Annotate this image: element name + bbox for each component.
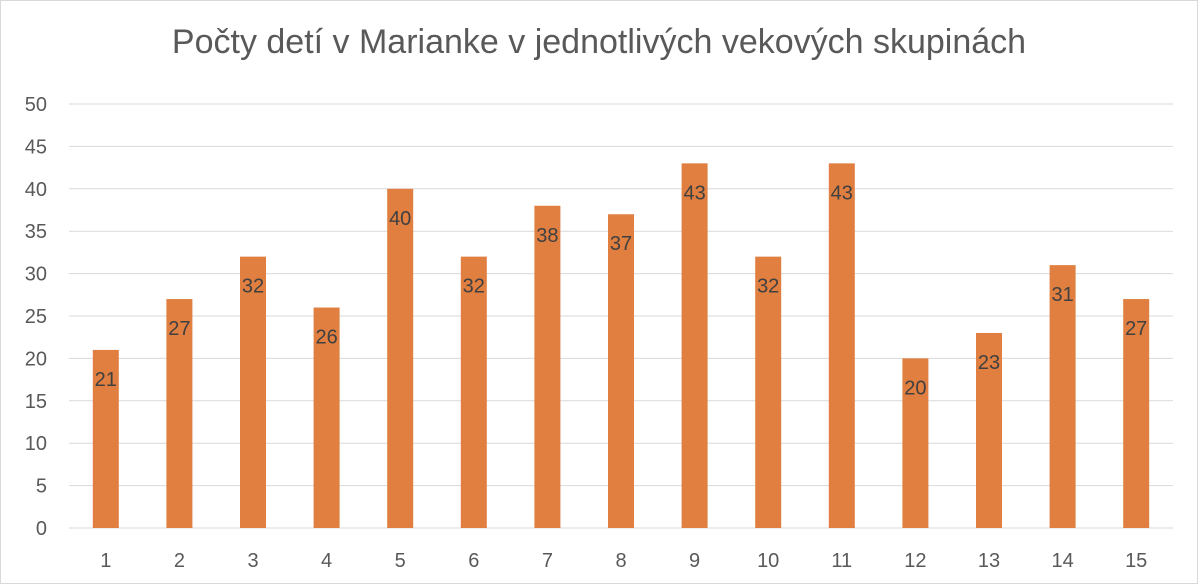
data-label: 31 — [1051, 284, 1073, 306]
y-tick-label: 35 — [25, 221, 47, 243]
data-label: 37 — [610, 233, 632, 255]
x-tick-label: 6 — [468, 550, 479, 572]
bars — [92, 163, 1150, 529]
data-label: 20 — [904, 377, 926, 399]
data-labels: 21 27 32 26 40 32 38 37 43 32 43 20 23 31 27 — [95, 182, 1148, 399]
x-tick-label: 14 — [1051, 550, 1073, 572]
data-label: 23 — [978, 352, 1000, 374]
y-tick-label: 5 — [36, 476, 47, 498]
data-label: 38 — [536, 225, 558, 247]
bar — [681, 163, 708, 529]
y-tick-label: 10 — [25, 433, 47, 455]
bar — [240, 256, 266, 528]
bar — [902, 358, 929, 528]
y-tick-label: 50 — [25, 94, 47, 116]
chart-title: Počty detí v Marianke v jednotlivých vek… — [171, 23, 1027, 61]
data-label: 40 — [389, 208, 411, 230]
data-label: 43 — [831, 182, 853, 204]
y-tick-label: 45 — [25, 136, 47, 158]
x-tick-label: 2 — [174, 550, 185, 572]
x-tick-label: 15 — [1125, 550, 1147, 572]
x-tick-label: 5 — [395, 550, 406, 572]
bar — [313, 307, 340, 528]
data-label: 43 — [683, 182, 705, 204]
data-label: 32 — [757, 276, 779, 298]
bar — [608, 214, 634, 529]
y-tick-label: 20 — [25, 348, 47, 370]
x-tick-label: 4 — [321, 550, 332, 572]
bar — [1049, 265, 1076, 528]
x-tick-label: 8 — [615, 550, 626, 572]
bar — [976, 332, 1002, 528]
x-tick-label: 1 — [100, 550, 111, 572]
bar — [534, 205, 561, 528]
bar — [828, 163, 855, 529]
y-tick-label: 25 — [25, 306, 47, 328]
data-label: 21 — [95, 369, 117, 391]
x-tick-label: 12 — [904, 550, 926, 572]
bar — [755, 256, 782, 528]
y-tick-label: 30 — [25, 264, 47, 286]
x-tick-label: 11 — [831, 550, 852, 572]
bar — [460, 256, 487, 528]
bar — [387, 188, 414, 529]
bar — [92, 349, 119, 528]
data-label: 32 — [463, 276, 485, 298]
y-tick-label: 0 — [36, 518, 47, 540]
x-axis-ticks: 1 2 3 4 5 6 7 8 9 10 11 12 13 14 15 — [100, 550, 1147, 572]
x-tick-label: 7 — [542, 550, 553, 572]
x-tick-label: 3 — [247, 550, 258, 572]
y-tick-label: 15 — [25, 391, 47, 413]
x-tick-label: 10 — [757, 550, 779, 572]
data-label: 27 — [168, 318, 190, 340]
bar — [1123, 299, 1150, 528]
y-tick-label: 40 — [25, 179, 47, 201]
bar — [166, 299, 193, 528]
x-tick-label: 13 — [978, 550, 1000, 572]
y-axis-ticks: 0 5 10 15 20 25 30 35 40 45 50 — [25, 94, 47, 540]
data-label: 32 — [242, 276, 264, 298]
data-label: 26 — [315, 327, 337, 349]
data-label: 27 — [1125, 318, 1147, 340]
x-tick-label: 9 — [689, 550, 700, 572]
